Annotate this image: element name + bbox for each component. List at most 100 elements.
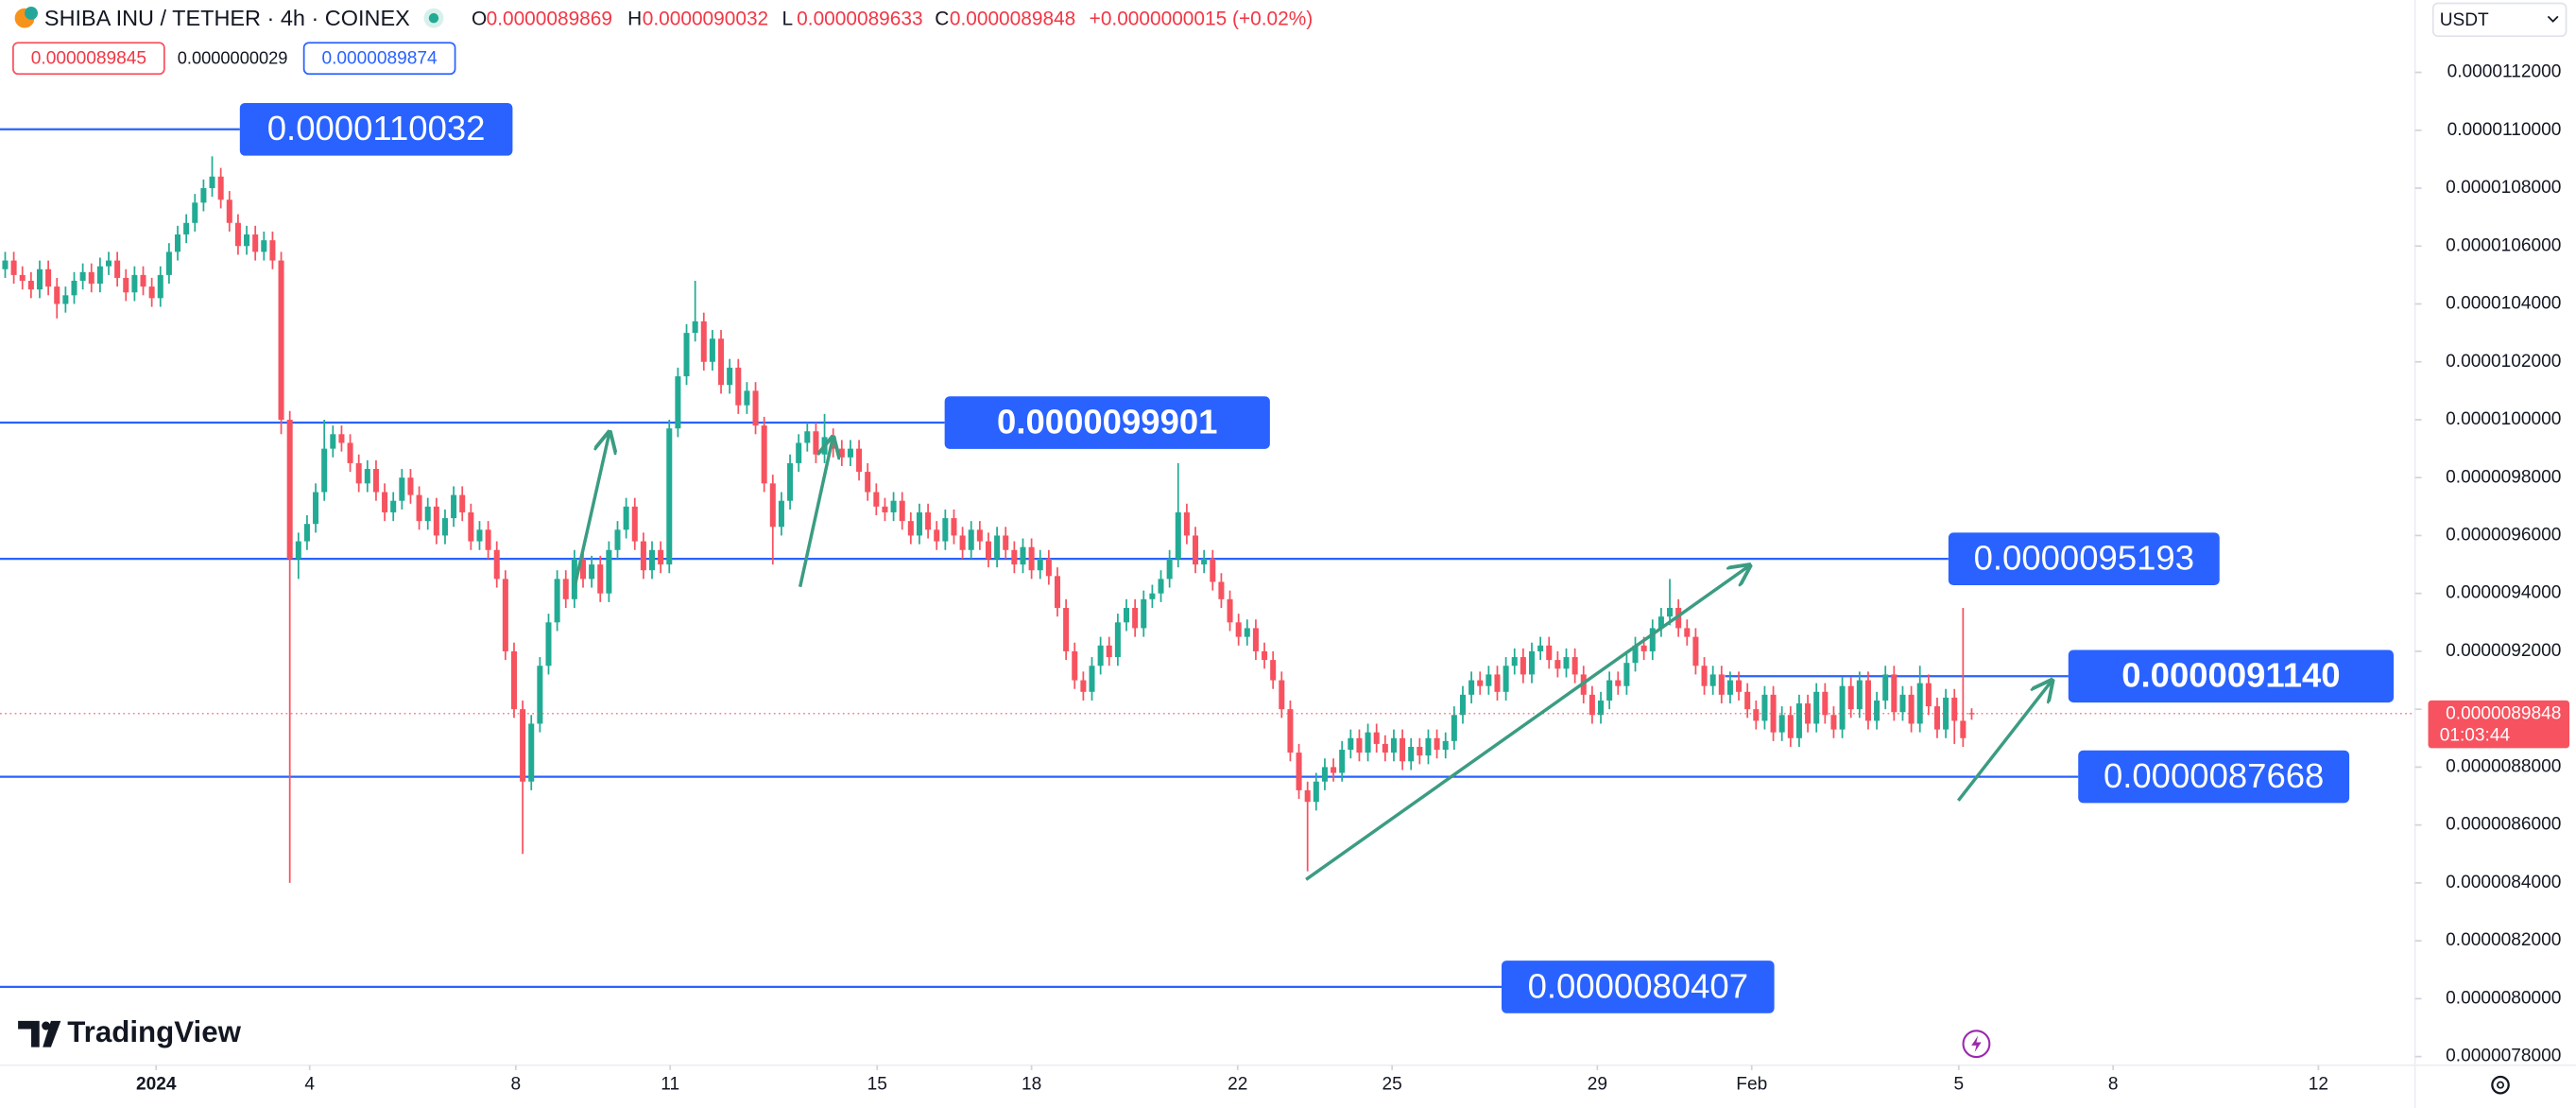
candle-body bbox=[562, 579, 569, 599]
currency: USDT bbox=[2440, 10, 2489, 30]
candle-body bbox=[1933, 706, 1940, 730]
level-label: 0.0000080407 bbox=[1528, 966, 1748, 1005]
candle-body bbox=[1943, 697, 1949, 730]
candle-body bbox=[1640, 645, 1647, 651]
candle-body bbox=[1218, 581, 1225, 599]
candle-body bbox=[813, 431, 819, 455]
candle-body bbox=[485, 529, 491, 550]
candle-body bbox=[1451, 715, 1457, 741]
ohlc-label: C bbox=[935, 8, 949, 29]
candle-body bbox=[1011, 549, 1018, 565]
candle-body bbox=[1114, 622, 1121, 658]
candle-body bbox=[761, 425, 767, 484]
candle-body bbox=[1874, 700, 1880, 721]
ohlc-value: 0.0000089633 bbox=[797, 8, 922, 29]
candle-body bbox=[1382, 743, 1388, 753]
candle-body bbox=[1528, 650, 1536, 675]
candle-body bbox=[925, 511, 932, 530]
candle-body bbox=[1408, 746, 1415, 762]
level-label-box bbox=[1502, 961, 1775, 1013]
candle-body bbox=[476, 529, 483, 542]
candle-body bbox=[675, 376, 681, 429]
candle-body bbox=[1649, 628, 1656, 651]
candle-body bbox=[157, 274, 163, 299]
candles bbox=[0, 156, 2415, 883]
candle-body bbox=[1132, 608, 1139, 629]
x-tick-label: 22 bbox=[1228, 1075, 1247, 1095]
candle-body bbox=[364, 469, 370, 484]
candle-body bbox=[1149, 593, 1156, 599]
candle-body bbox=[1778, 715, 1785, 733]
currency-select[interactable] bbox=[2431, 2, 2567, 38]
candle-body bbox=[1615, 680, 1622, 686]
candle-body bbox=[441, 518, 448, 536]
candle-body bbox=[1485, 674, 1492, 686]
ohlc-value: 0.0000089848 bbox=[950, 8, 1075, 29]
buy-button[interactable] bbox=[302, 42, 456, 76]
candle-body bbox=[1908, 694, 1915, 724]
candle-body bbox=[468, 511, 474, 542]
candle-body bbox=[1554, 660, 1561, 669]
candle-body bbox=[313, 492, 319, 525]
candle-body bbox=[1201, 558, 1208, 565]
brand: TradingView bbox=[67, 1015, 241, 1048]
candle-body bbox=[114, 260, 121, 278]
candle-body bbox=[338, 434, 345, 443]
candle-body bbox=[1193, 535, 1199, 565]
candle-body bbox=[1623, 663, 1630, 686]
ohlc-label: O bbox=[472, 8, 487, 29]
brand-logo-dot bbox=[42, 1021, 51, 1030]
x-tick-label: 5 bbox=[1953, 1075, 1964, 1095]
candle-body bbox=[1400, 737, 1406, 762]
candle-body bbox=[148, 286, 155, 299]
brand-logo bbox=[18, 1020, 61, 1047]
candle-body bbox=[1045, 558, 1052, 577]
candle-body bbox=[1390, 737, 1397, 753]
candle-body bbox=[1227, 598, 1233, 623]
last-price: 0.0000089848 bbox=[2446, 704, 2561, 724]
candle-body bbox=[865, 472, 871, 493]
settings-icon-core bbox=[2497, 1081, 2505, 1089]
candle-body bbox=[1252, 628, 1259, 651]
candle-body bbox=[1795, 703, 1802, 738]
candle-body bbox=[105, 260, 112, 267]
candle-body bbox=[951, 518, 957, 536]
candle-body bbox=[916, 511, 922, 536]
level-label: 0.0000095193 bbox=[1974, 539, 2194, 578]
candle-body bbox=[1037, 558, 1043, 571]
candle-body bbox=[1287, 709, 1294, 753]
x-tick-label: 25 bbox=[1382, 1075, 1402, 1095]
candle-body bbox=[769, 483, 776, 528]
level-label-box bbox=[1948, 532, 2220, 585]
market-status-dot bbox=[428, 12, 439, 24]
sell-button[interactable] bbox=[12, 42, 165, 76]
candle-body bbox=[88, 271, 94, 285]
candle-body bbox=[571, 558, 577, 599]
candle-body bbox=[1373, 732, 1380, 744]
candle-body bbox=[614, 529, 621, 550]
candle-body bbox=[1124, 608, 1130, 623]
candle-body bbox=[1667, 608, 1674, 617]
candle-body bbox=[934, 529, 940, 542]
candle-body bbox=[1356, 737, 1363, 753]
candle-body bbox=[321, 448, 328, 493]
settings-icon[interactable] bbox=[2491, 1075, 2510, 1095]
candle-body bbox=[907, 521, 914, 536]
candle-body bbox=[1097, 645, 1104, 667]
change: +0.0000000015 (+0.02%) bbox=[1090, 8, 1314, 29]
level-label: 0.0000087668 bbox=[2104, 756, 2324, 795]
candle-body bbox=[1657, 616, 1664, 629]
candle-body bbox=[1417, 746, 1423, 756]
candle-body bbox=[821, 437, 828, 455]
y-tick-label: 0.0000084000 bbox=[2446, 873, 2561, 892]
candle-body bbox=[1348, 737, 1354, 751]
ohlc-value: 0.0000090032 bbox=[643, 8, 768, 29]
candle-body bbox=[976, 529, 983, 542]
candle-body bbox=[537, 666, 543, 724]
candle-body bbox=[890, 500, 897, 512]
candle-body bbox=[873, 492, 880, 507]
arrow bbox=[1956, 681, 2052, 802]
candle-body bbox=[165, 251, 172, 275]
candle-body bbox=[10, 260, 17, 275]
